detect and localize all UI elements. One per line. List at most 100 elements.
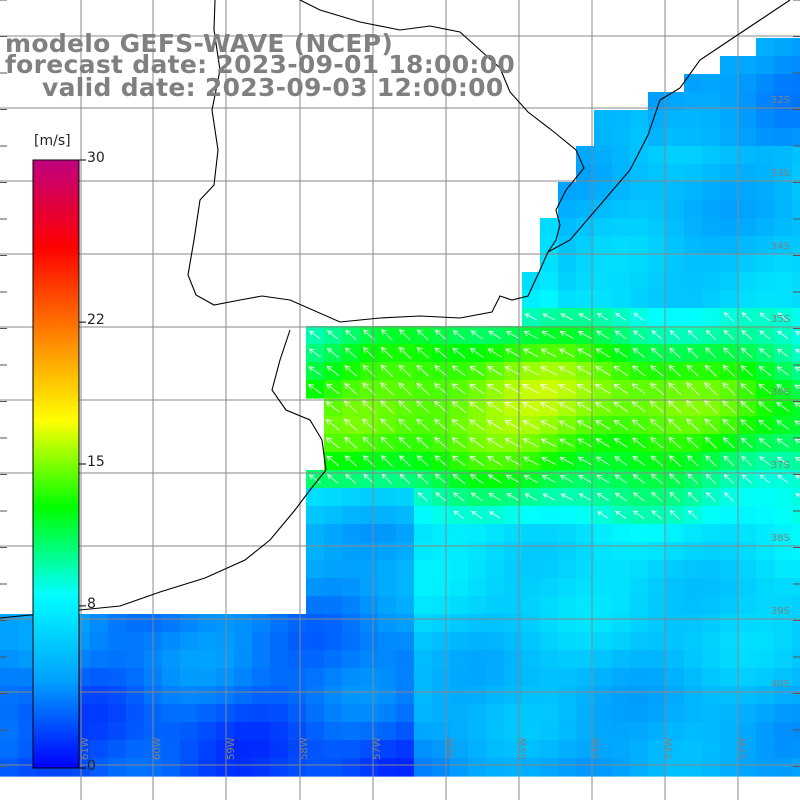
wind-speed-cell [594,290,613,309]
wind-arrow [576,384,594,394]
wind-arrow-head [326,455,333,462]
wind-arrow-head [362,436,369,443]
wind-speed-cell [702,596,721,615]
wind-speed-cell [108,722,127,741]
wind-arrow-head [669,510,675,516]
wind-speed-cell [702,686,721,705]
wind-arrow-head [362,382,369,389]
wind-speed-cell [612,182,631,201]
wind-speed-cell [612,560,631,579]
wind-speed-cell [756,740,775,759]
wind-arrow [452,474,466,484]
wind-speed-cell [522,524,541,543]
wind-speed-cell [522,596,541,615]
wind-speed-cell [792,290,800,309]
wind-speed-cell [666,596,685,615]
wind-speed-cell [342,578,361,597]
wind-speed-cell [720,218,739,237]
wind-speed-cell [756,758,775,777]
wind-arrow-head [613,419,621,426]
wind-arrow-head [631,365,639,372]
wind-speed-cell [684,128,703,147]
wind-arrow-head [345,473,351,480]
wind-arrow-head [596,493,603,498]
wind-arrow-head [344,347,351,354]
wind-speed-cell [558,668,577,687]
wind-speed-cell [324,704,343,723]
wind-speed-cell [666,110,685,129]
wind-speed-cell [666,200,685,219]
wind-speed-cell [630,290,649,309]
wind-arrow-head [434,347,441,354]
wind-speed-cell [774,146,793,165]
wind-speed-cell [774,164,793,183]
wind-speed-cell [702,704,721,723]
wind-speed-cell [648,254,667,273]
wind-speed-cell [378,758,397,777]
wind-speed-cell [378,722,397,741]
wind-arrow [469,365,485,377]
wind-speed-cell [540,722,559,741]
wind-arrow [596,330,610,340]
wind-arrow-head [308,348,315,354]
wind-arrow [453,330,465,340]
wind-speed-cell [576,686,595,705]
wind-speed-cell [360,704,379,723]
wind-arrow-head [326,347,333,354]
wind-arrow-head [741,347,747,354]
wind-arrow-head [398,418,405,425]
wind-arrow-head [723,329,729,335]
wind-arrow-head [505,474,512,480]
wind-arrow-head [741,455,747,462]
wind-speed-cell [270,758,289,777]
wind-speed-cell [18,650,37,669]
wind-speed-cell [702,272,721,291]
wind-arrow-head [362,418,369,425]
wind-speed-cell [612,704,631,723]
latitude-labels: 32S 33S 34S 35S 36S 37S 38S 39S 40S [771,95,790,690]
wind-speed-cell [324,614,343,633]
wind-speed-cell [396,758,415,777]
wind-speed-cell [594,182,613,201]
wind-speed-cell [270,614,289,633]
wind-arrow-head [705,329,711,335]
wind-speed-cell [666,668,685,687]
wind-arrow-head [777,312,783,318]
wind-speed-cell [702,632,721,651]
wind-arrow [326,455,340,467]
wind-speed-cell [720,92,739,111]
wind-arrow-head [451,365,459,372]
wind-speed-cell [612,164,631,183]
wind-speed-cell [450,650,469,669]
wind-speed-cell [774,740,793,759]
wind-speed-cell [504,704,523,723]
wind-speed-cell [594,722,613,741]
wind-speed-cell [126,704,145,723]
wind-arrow-head [687,491,693,497]
wind-arrow-head [594,383,602,390]
wind-arrow [506,493,520,501]
wind-arrow [560,475,574,483]
wind-speed-cell [198,668,217,687]
wind-speed-cell [756,560,775,579]
wind-speed-cell [558,686,577,705]
wind-arrow [651,473,663,485]
wind-arrow-head [686,436,693,443]
wind-speed-cell [648,128,667,147]
wind-speed-cell [396,596,415,615]
wind-arrow-head [417,473,423,479]
wind-speed-cell [432,632,451,651]
wind-speed-cell [198,614,217,633]
wind-speed-cell [414,722,433,741]
wind-speed-cell [648,632,667,651]
wind-arrow-head [343,400,351,408]
wind-speed-cell [774,560,793,579]
wind-speed-cell [522,686,541,705]
wind-arrow-head [631,401,639,408]
wind-arrow [722,365,736,377]
wind-speed-cell [792,74,800,93]
wind-speed-cell [576,254,595,273]
wind-speed-cell [612,128,631,147]
wind-speed-cell [684,668,703,687]
wind-arrow-head [687,329,693,335]
